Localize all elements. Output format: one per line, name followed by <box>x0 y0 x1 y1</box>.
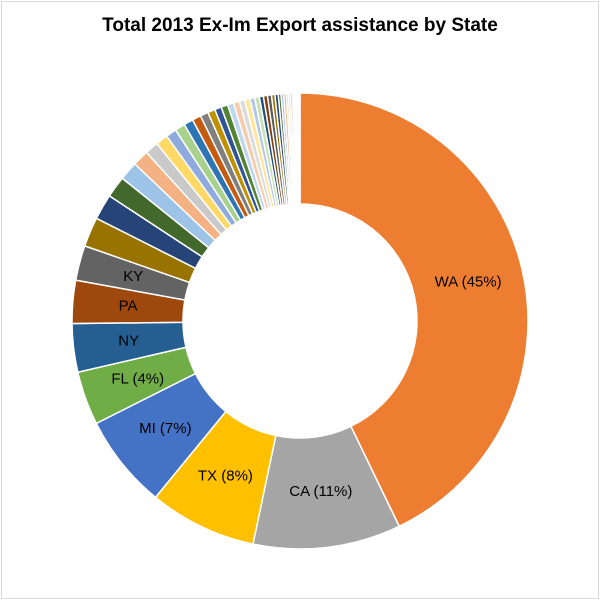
slice-label-ny: NY <box>118 332 139 349</box>
slice-wa <box>299 92 529 528</box>
slice-label-ky: KY <box>123 268 143 285</box>
slice-label-wa: WA (45%) <box>435 273 502 290</box>
slice-label-pa: PA <box>119 297 138 314</box>
slice-label-tx: TX (8%) <box>198 468 253 485</box>
slice-label-fl: FL (4%) <box>111 370 164 387</box>
slice-label-mi: MI (7%) <box>139 420 192 437</box>
chart-title: Total 2013 Ex-Im Export assistance by St… <box>102 15 498 36</box>
slice-label-ca: CA (11%) <box>289 483 352 500</box>
slice-other-39 <box>298 92 301 205</box>
